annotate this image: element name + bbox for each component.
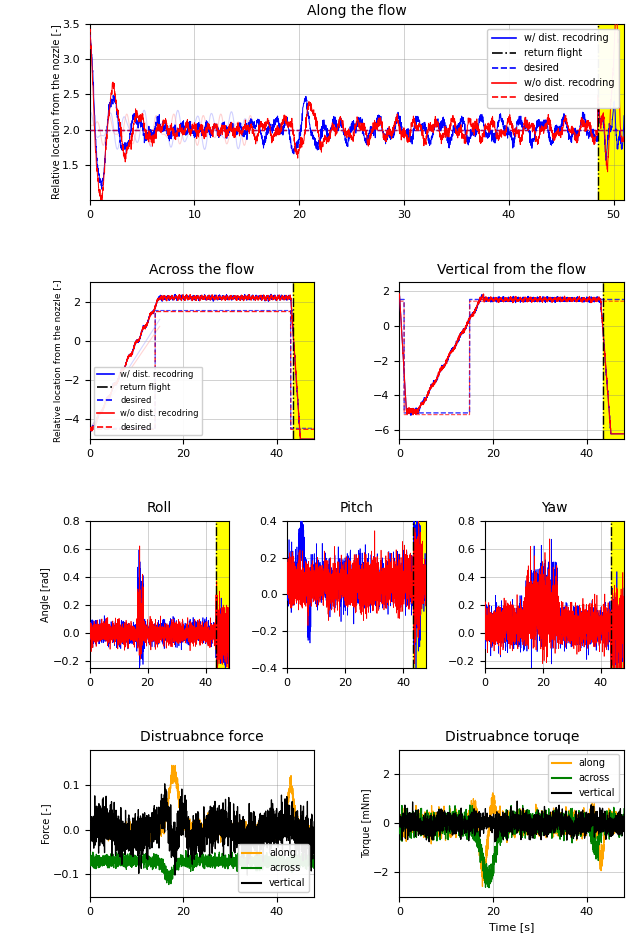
- Y-axis label: Angle [rad]: Angle [rad]: [42, 567, 51, 622]
- Title: Vertical from the flow: Vertical from the flow: [437, 263, 586, 277]
- Y-axis label: Torque [mNm]: Torque [mNm]: [362, 789, 372, 858]
- Bar: [293, 282, 314, 439]
- Title: Yaw: Yaw: [541, 501, 568, 515]
- Title: Distruabnce force: Distruabnce force: [140, 731, 264, 744]
- Y-axis label: Relative location from the nozzle [-]: Relative location from the nozzle [-]: [53, 279, 62, 442]
- Legend: w/ dist. recodring, return flight, desired, w/o dist. recodring, desired: w/ dist. recodring, return flight, desir…: [487, 28, 619, 108]
- Legend: along, across, vertical: along, across, vertical: [548, 754, 619, 802]
- Title: Distruabnce toruqe: Distruabnce toruqe: [445, 731, 579, 744]
- Bar: [413, 521, 426, 668]
- Legend: w/ dist. recodring, return flight, desired, w/o dist. recodring, desired: w/ dist. recodring, return flight, desir…: [94, 366, 202, 435]
- Title: Along the flow: Along the flow: [307, 5, 406, 18]
- Bar: [603, 282, 624, 439]
- Legend: along, across, vertical: along, across, vertical: [238, 845, 309, 892]
- Bar: [216, 521, 228, 668]
- Title: Across the flow: Across the flow: [149, 263, 255, 277]
- Title: Roll: Roll: [147, 501, 172, 515]
- Title: Pitch: Pitch: [340, 501, 374, 515]
- X-axis label: Time [s]: Time [s]: [489, 922, 534, 932]
- Y-axis label: Force [-]: Force [-]: [42, 803, 51, 844]
- Y-axis label: Relative location from the nozzle [-]: Relative location from the nozzle [-]: [51, 25, 61, 199]
- Bar: [611, 521, 624, 668]
- Bar: [598, 24, 624, 200]
